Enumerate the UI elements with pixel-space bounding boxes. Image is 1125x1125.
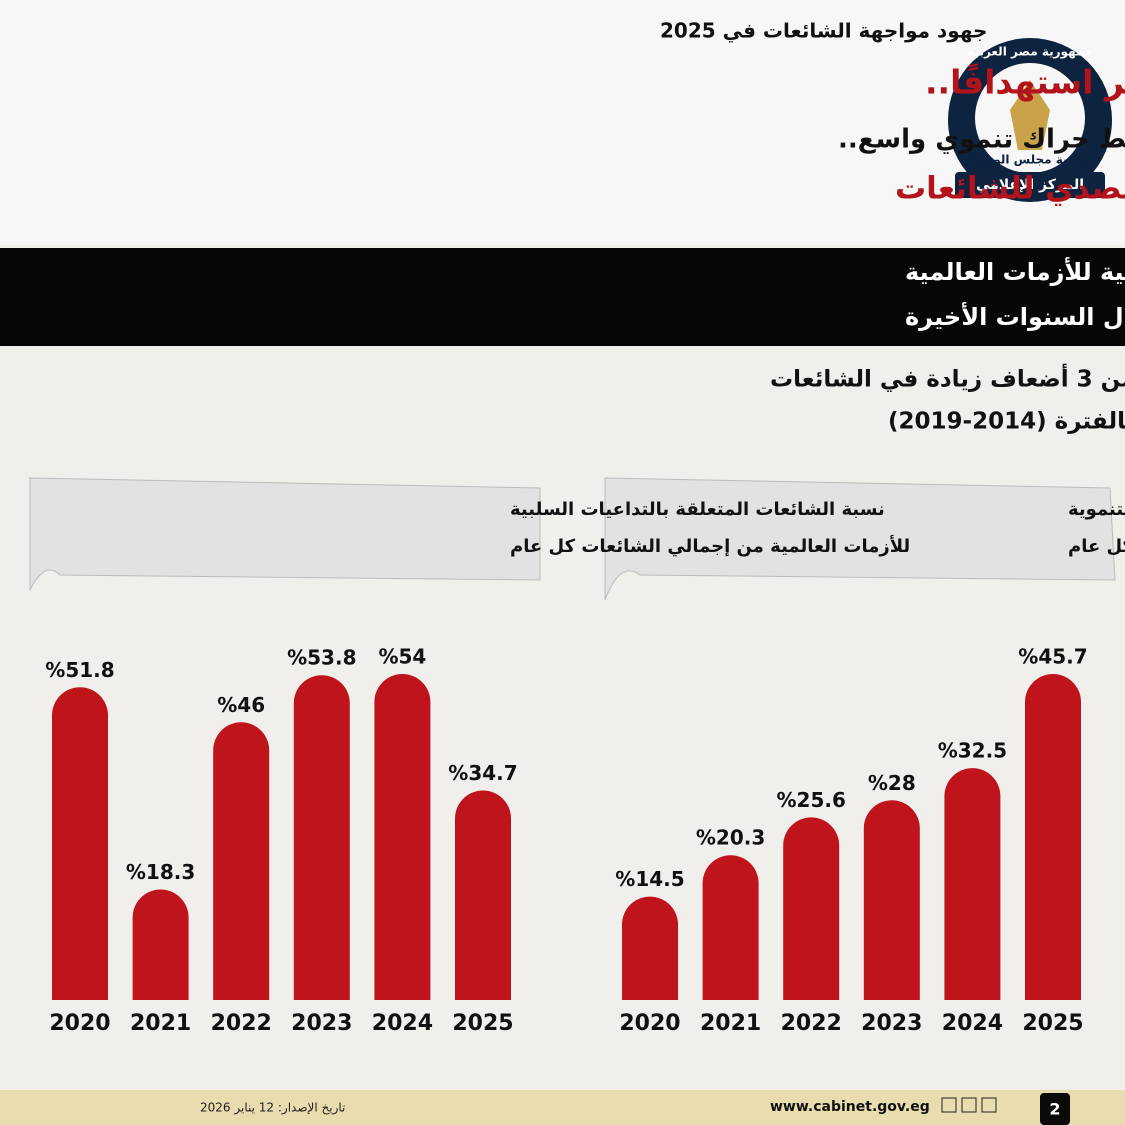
header-line2: والربع الأخير يسجل أعلى المعدلات وسط حرا… <box>838 122 1125 155</box>
x-tick-label: 2021 <box>130 1011 191 1036</box>
footer-date: تاريخ الإصدار: 12 يناير 2026 <box>200 1101 345 1116</box>
bar <box>783 817 840 1000</box>
x-tick-label: 2022 <box>781 1011 842 1036</box>
value-label: %28 <box>868 771 916 795</box>
value-label: %25.6 <box>777 788 846 812</box>
x-tick-label: 2020 <box>49 1011 110 1036</box>
year-line: جهود مواجهة الشائعات في 2025 <box>660 19 987 44</box>
banner <box>0 248 1125 346</box>
bar <box>863 800 920 1000</box>
ribbon <box>29 477 541 591</box>
bar <box>944 768 1001 1000</box>
logo-bottom: المركز الإعلامي <box>976 177 1084 193</box>
main-title: قطاعات الاقتصاد والتعليم والصحة الأكثر ا… <box>925 62 1125 103</box>
chart-title: نسبة الشائعات المتعلقة بالجهود التنموية <box>1068 499 1125 520</box>
x-tick-label: 2020 <box>619 1011 680 1036</box>
x-tick-label: 2022 <box>211 1011 272 1036</box>
banner-line: تأثير الجهود التنموية والتداعيات السلبية… <box>905 256 1125 286</box>
x-tick-label: 2024 <box>942 1011 1003 1036</box>
banner-line: على معدل انتشار الشائعات في مصر خلال الس… <box>905 302 1125 331</box>
bar <box>52 687 108 1000</box>
bar <box>1025 674 1081 1000</box>
x-tick-label: 2021 <box>700 1011 761 1036</box>
value-label: %46 <box>217 693 265 717</box>
bar <box>622 896 678 1000</box>
value-label: %14.5 <box>615 867 684 891</box>
value-label: %54 <box>378 645 426 669</box>
logo-top: جمهورية مصر العربية <box>967 45 1092 60</box>
bar <box>293 675 350 1000</box>
value-label: %51.8 <box>45 658 114 682</box>
chart-title: للأزمات العالمية من إجمالي الشائعات كل ع… <box>510 535 910 557</box>
x-tick-label: 2023 <box>291 1011 352 1036</box>
x-tick-label: 2025 <box>452 1011 513 1036</box>
x-tick-label: 2025 <box>1022 1011 1083 1036</box>
bar <box>213 722 270 1000</box>
logo-middle: رئاسة مجلس الوزراء <box>969 153 1091 168</box>
ribbon <box>604 477 1116 601</box>
social-icon <box>941 1097 957 1113</box>
value-label: %34.7 <box>448 761 517 785</box>
social-icon <box>961 1097 977 1113</box>
x-tick-label: 2023 <box>861 1011 922 1036</box>
social-icon <box>981 1097 997 1113</box>
subtitle-line: أكثر من 3 أضعاف زيادة في الشائعات <box>770 363 1125 393</box>
chart-title: نسبة الشائعات المتعلقة بالتداعيات السلبي… <box>510 499 885 520</box>
value-label: %45.7 <box>1018 645 1087 669</box>
logo-label-bg <box>955 172 1105 198</box>
value-label: %32.5 <box>938 739 1007 763</box>
footer-bar <box>0 1090 1125 1125</box>
header-line3: وتوجيهات حكومية جديدة لسرعة التصدي للشائ… <box>895 171 1125 207</box>
chart-title: من إجمالي الشائعات كل عام <box>1068 536 1125 557</box>
page-number: 2 <box>1049 1100 1060 1119</box>
subtitle-line: خلال الفترة (2020-2025) مقارنة بالفترة (… <box>888 409 1125 435</box>
bar <box>455 790 511 1000</box>
logo-eagle <box>1010 80 1050 150</box>
bar <box>374 674 431 1000</box>
value-label: %18.3 <box>126 860 195 884</box>
x-tick-label: 2024 <box>372 1011 433 1036</box>
bar <box>702 855 759 1000</box>
bar <box>132 889 189 1000</box>
footer-website: www.cabinet.gov.eg <box>770 1099 930 1115</box>
value-label: %20.3 <box>696 826 765 850</box>
value-label: %53.8 <box>287 646 356 670</box>
page-badge <box>1040 1093 1070 1125</box>
header-bg <box>0 0 1125 245</box>
